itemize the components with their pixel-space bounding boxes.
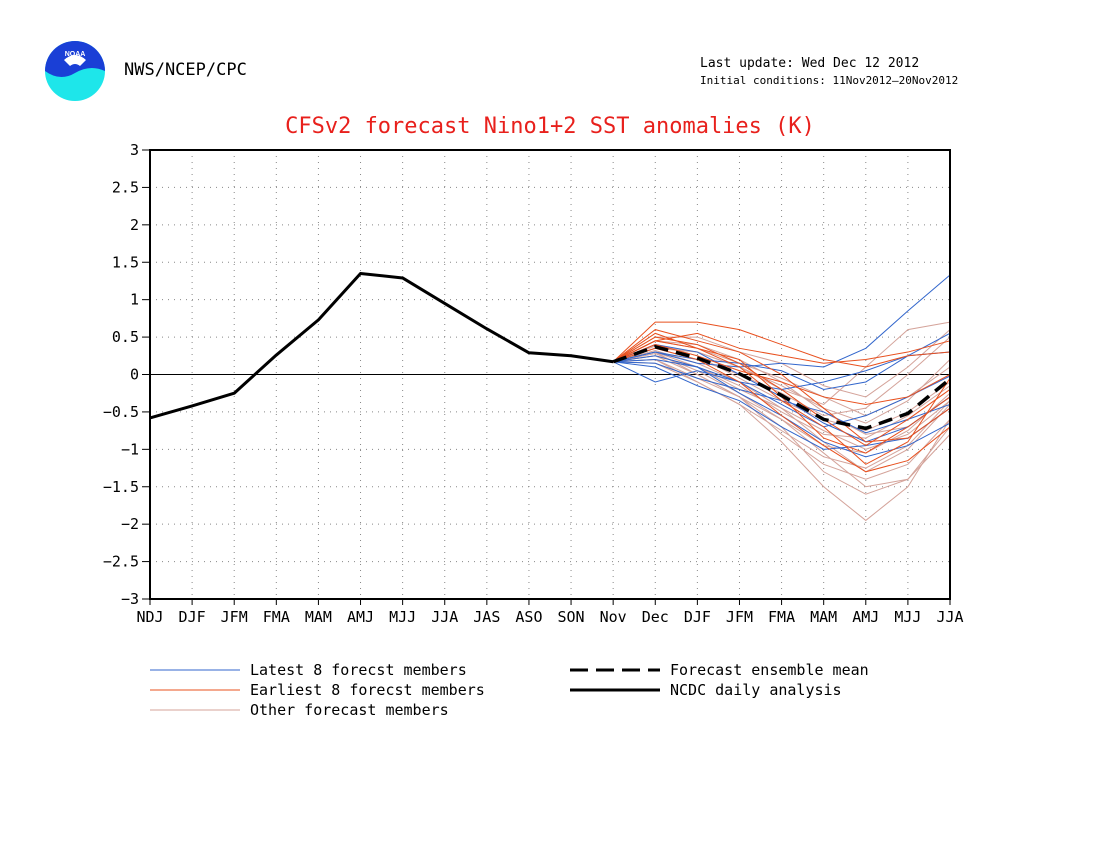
forecast-members bbox=[612, 274, 951, 522]
legend-label: Latest 8 forecst members bbox=[250, 661, 467, 679]
earliest-member-line bbox=[612, 329, 951, 443]
y-tick-label: 2.5 bbox=[112, 178, 139, 196]
chart-title: CFSv2 forecast Nino1+2 SST anomalies (K) bbox=[285, 114, 815, 139]
earliest-member-line bbox=[612, 332, 951, 465]
x-tick-label: ASO bbox=[515, 608, 542, 626]
latest-member-line bbox=[613, 351, 951, 390]
y-tick-label: 2 bbox=[130, 216, 139, 234]
y-tick-label: −0.5 bbox=[103, 403, 139, 421]
latest-member-line bbox=[613, 361, 951, 450]
x-tick-label: DJF bbox=[684, 608, 711, 626]
x-tick-label: MAM bbox=[810, 608, 837, 626]
x-tick-label: JAS bbox=[473, 608, 500, 626]
x-tick-label: JJA bbox=[936, 608, 963, 626]
latest-member-line bbox=[613, 274, 951, 368]
latest-member-line bbox=[613, 359, 951, 428]
legend-label: Forecast ensemble mean bbox=[670, 661, 869, 679]
y-tick-label: −3 bbox=[121, 590, 139, 608]
y-tick-label: 0 bbox=[130, 366, 139, 384]
analysis-line bbox=[149, 271, 614, 420]
x-tick-label: FMA bbox=[768, 608, 795, 626]
y-tick-label: 3 bbox=[130, 141, 139, 159]
x-tick-label: NDJ bbox=[136, 608, 163, 626]
legend-label: Earliest 8 forecst members bbox=[250, 681, 485, 699]
x-tick-label: Nov bbox=[600, 608, 627, 626]
plot-frame bbox=[149, 149, 951, 600]
other-member-line bbox=[613, 361, 951, 469]
legend: Latest 8 forecst members Earliest 8 forec… bbox=[150, 661, 869, 719]
main-series bbox=[149, 271, 952, 431]
earliest-member-line bbox=[612, 336, 951, 447]
x-tick-label: AMJ bbox=[347, 608, 374, 626]
org-label: NWS/NCEP/CPC bbox=[124, 60, 247, 80]
noaa-logo: NOAA bbox=[45, 41, 105, 101]
x-tick-label: AMJ bbox=[852, 608, 879, 626]
y-tick-label: −2.5 bbox=[103, 553, 139, 571]
y-axis-ticks: 3 2.5 2 1.5 1 0.5 0 −0.5 −1 −1.5 −2 −2.5 −3 bbox=[103, 141, 150, 608]
earliest-member-line bbox=[612, 344, 951, 405]
earliest-member-line bbox=[613, 347, 951, 473]
y-tick-label: 1.5 bbox=[112, 253, 139, 271]
legend-label: Other forecast members bbox=[250, 701, 449, 719]
x-axis-ticks: NDJ DJF JFM FMA MAM AMJ MJJ JJA JAS ASO SON Nov Dec D… bbox=[136, 599, 964, 626]
y-tick-label: −1.5 bbox=[103, 478, 139, 496]
x-tick-label: Dec bbox=[642, 608, 669, 626]
logo-text: NOAA bbox=[65, 51, 86, 58]
legend-label: NCDC daily analysis bbox=[670, 681, 842, 699]
x-tick-label: JFM bbox=[726, 608, 753, 626]
other-member-line bbox=[613, 359, 951, 522]
x-tick-label: FMA bbox=[263, 608, 290, 626]
x-tick-label: MAM bbox=[305, 608, 332, 626]
x-tick-label: SON bbox=[558, 608, 585, 626]
earliest-member-line bbox=[612, 321, 951, 368]
last-update: Last update: Wed Dec 12 2012 bbox=[700, 56, 920, 71]
x-tick-label: MJJ bbox=[894, 608, 921, 626]
y-tick-label: 0.5 bbox=[112, 328, 139, 346]
x-tick-label: JJA bbox=[431, 608, 458, 626]
ensemble-mean-line bbox=[612, 345, 952, 431]
other-member-line bbox=[613, 359, 951, 488]
initial-conditions: Initial conditions: 11Nov2012–20Nov2012 bbox=[700, 74, 959, 87]
y-tick-label: −2 bbox=[121, 515, 139, 533]
x-tick-label: MJJ bbox=[389, 608, 416, 626]
x-tick-label: JFM bbox=[221, 608, 248, 626]
x-tick-label: DJF bbox=[179, 608, 206, 626]
y-tick-label: 1 bbox=[130, 291, 139, 309]
y-tick-label: −1 bbox=[121, 440, 139, 458]
